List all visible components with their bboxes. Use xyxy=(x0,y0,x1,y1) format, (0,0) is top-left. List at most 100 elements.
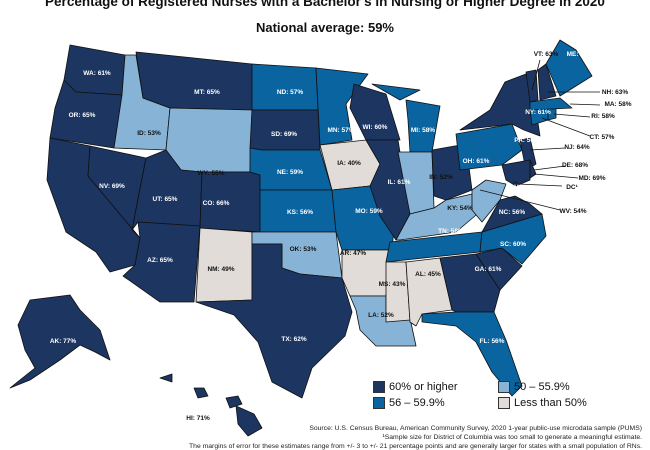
state-label-vt: VT: 63% xyxy=(534,51,559,58)
state-label-or: OR: 65% xyxy=(69,112,96,119)
state-label-sc: SC: 60% xyxy=(500,241,526,248)
state-mt xyxy=(135,51,253,111)
state-label-in: IN: 52% xyxy=(429,174,453,181)
state-ms xyxy=(385,261,411,323)
state-dc xyxy=(513,181,518,186)
state-label-nj: NJ: 64% xyxy=(564,144,590,151)
map-title: Percentage of Registered Nurses with a B… xyxy=(45,0,605,9)
state-hi xyxy=(235,405,263,437)
state-label-md: MD: 69% xyxy=(578,175,605,182)
state-sc xyxy=(475,247,523,291)
state-tx xyxy=(195,243,353,399)
state-label-ut: UT: 65% xyxy=(153,196,178,203)
state-me xyxy=(545,39,593,97)
state-nd xyxy=(251,63,319,111)
state-label-mn: MN: 57% xyxy=(327,127,354,134)
state-wy xyxy=(165,107,253,173)
state-pa xyxy=(455,123,523,171)
state-label-ny: NY: 61% xyxy=(525,109,551,116)
legend-swatch xyxy=(498,381,510,393)
state-label-ks: KS: 56% xyxy=(287,209,313,216)
state-label-me: ME: 58% xyxy=(567,51,594,58)
state-ma xyxy=(529,97,573,111)
state-hi xyxy=(159,373,173,383)
state-label-oh: OH: 61% xyxy=(463,158,490,165)
state-label-ga: GA: 61% xyxy=(475,266,502,273)
state-label-sd: SD: 69% xyxy=(271,131,297,138)
state-va xyxy=(481,195,543,233)
national-average: National average: 59% xyxy=(255,20,394,35)
leader-line-de xyxy=(533,165,566,171)
state-label-de: DE: 68% xyxy=(562,162,588,169)
state-label-id: ID: 53% xyxy=(137,130,161,137)
source-note: Source: U.S. Census Bureau, American Com… xyxy=(309,425,642,432)
state-nv xyxy=(87,145,147,239)
leader-line-ct xyxy=(541,117,591,137)
state-label-nc: NC: 56% xyxy=(499,209,526,216)
state-label-ky: KY: 54% xyxy=(447,205,473,212)
leader-line-nj xyxy=(529,147,566,151)
state-label-la: LA: 52% xyxy=(368,312,394,319)
state-label-mt: MT: 65% xyxy=(194,89,220,96)
state-label-nv: NV: 69% xyxy=(99,183,125,190)
state-mi xyxy=(371,83,421,101)
state-sd xyxy=(249,109,321,151)
state-label-az: AZ: 65% xyxy=(147,257,173,264)
state-label-ca: CA: 62% xyxy=(52,240,79,247)
state-fl xyxy=(421,311,523,397)
state-ak xyxy=(9,294,111,389)
state-label-ms: MS: 43% xyxy=(379,281,406,288)
state-label-nm: NM: 49% xyxy=(207,266,234,273)
state-label-nd: ND: 57% xyxy=(277,89,304,96)
state-label-mi: MI: 58% xyxy=(411,127,435,134)
state-md xyxy=(501,159,531,187)
legend-label: 60% or higher xyxy=(389,381,458,393)
state-label-tx: TX: 62% xyxy=(281,336,307,343)
legend-label: Less than 50% xyxy=(514,397,587,409)
state-hi xyxy=(193,387,209,399)
legend-swatch xyxy=(373,381,385,393)
state-mi xyxy=(405,99,441,153)
state-label-ak: AK: 77% xyxy=(50,338,77,345)
state-nj xyxy=(519,137,537,171)
state-label-ok: OK: 53% xyxy=(290,246,317,253)
leader-line-wv xyxy=(479,189,561,211)
legend-swatch xyxy=(498,397,510,409)
state-label-tn: TN: 58% xyxy=(438,228,464,235)
state-nm xyxy=(195,227,253,303)
leader-line-dc xyxy=(517,183,563,187)
state-label-ri: RI: 58% xyxy=(591,113,615,120)
legend-label: 56 – 59.9% xyxy=(389,397,445,409)
state-label-wv: WV: 54% xyxy=(559,208,586,215)
leader-line-md xyxy=(533,173,579,179)
state-label-wi: WI: 60% xyxy=(363,124,388,131)
state-label-wa: WA: 61% xyxy=(83,70,111,77)
state-label-ma: MA: 58% xyxy=(604,101,631,108)
state-hi xyxy=(225,395,243,409)
legend-label: 50 – 55.9% xyxy=(514,381,570,393)
leader-line-vt xyxy=(531,59,541,91)
state-label-il: IL: 61% xyxy=(388,179,411,186)
state-label-wy: WY: 55% xyxy=(198,170,225,177)
state-label-ct: CT: 57% xyxy=(590,134,615,141)
state-label-hi: HI: 71% xyxy=(186,415,210,422)
state-label-va: VA: 62% xyxy=(514,184,540,191)
state-label-co: CO: 66% xyxy=(203,200,230,207)
legend-item-high: 60% or higher xyxy=(373,381,458,393)
dc-footnote: ¹Sample size for District of Columbia wa… xyxy=(382,434,642,441)
state-label-ia: IA: 40% xyxy=(337,160,361,167)
state-label-ne: NE: 59% xyxy=(277,169,303,176)
leader-line-ma xyxy=(569,103,601,106)
state-label-nh: NH: 63% xyxy=(602,89,629,96)
leader-line-ri xyxy=(553,113,591,118)
legend-item-lowest: Less than 50% xyxy=(498,397,587,409)
state-nh xyxy=(537,63,557,101)
margin-of-error-note: The margins of error for these estimates… xyxy=(189,443,642,450)
legend-item-mid: 56 – 59.9% xyxy=(373,397,445,409)
state-label-mo: MO: 59% xyxy=(355,208,383,215)
state-label-fl: FL: 56% xyxy=(480,338,505,345)
state-label-pa: PA: 56% xyxy=(514,137,540,144)
state-label-ar: AR: 47% xyxy=(340,250,367,257)
state-label-dc: DC¹ xyxy=(566,184,578,191)
